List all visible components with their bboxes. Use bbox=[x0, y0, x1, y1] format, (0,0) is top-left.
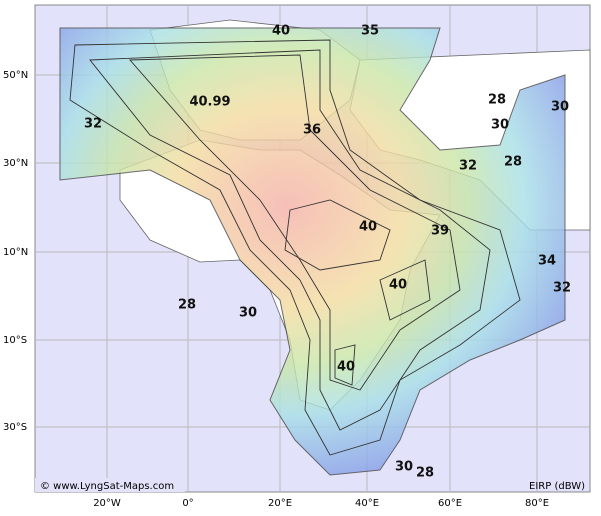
credit: © www.LyngSat-Maps.com bbox=[40, 481, 174, 492]
contour-label: 36 bbox=[303, 123, 321, 138]
credit-bg bbox=[35, 478, 185, 492]
contour-label: 28 bbox=[488, 93, 506, 108]
coverage-footprint bbox=[59, 27, 566, 476]
contour-label: 30 bbox=[491, 118, 509, 133]
lon-label: 20°W bbox=[93, 498, 121, 509]
contour-label: 39 bbox=[431, 224, 449, 239]
contour-label: 28 bbox=[416, 466, 434, 481]
legend: EIRP (dBW) bbox=[529, 481, 585, 492]
lat-label: 10°S bbox=[3, 335, 27, 346]
contour-label: 40.99 bbox=[189, 95, 230, 110]
lon-label: 60°E bbox=[438, 498, 462, 509]
lat-label: 50°N bbox=[3, 70, 28, 81]
lat-label: 30°N bbox=[3, 158, 28, 169]
contour-label: 30 bbox=[395, 460, 413, 475]
contour-label: 40 bbox=[359, 220, 377, 235]
contour-label: 40 bbox=[272, 24, 290, 39]
contour-label: 34 bbox=[538, 254, 556, 269]
contour-label: 30 bbox=[239, 306, 257, 321]
contour-label: 40 bbox=[337, 360, 355, 375]
contour-label: 30 bbox=[551, 100, 569, 115]
contours bbox=[69, 39, 521, 456]
contour-label: 32 bbox=[459, 159, 477, 174]
contour-label: 28 bbox=[178, 298, 196, 313]
lat-label: 30°S bbox=[3, 422, 27, 433]
lon-label: 80°E bbox=[525, 498, 549, 509]
contour-label: 40 bbox=[389, 278, 407, 293]
contour-label: 32 bbox=[84, 117, 102, 132]
contour-label: 35 bbox=[361, 24, 379, 39]
lon-label: 40°E bbox=[355, 498, 379, 509]
lon-label: 0° bbox=[182, 498, 193, 509]
contour-label: 32 bbox=[553, 281, 571, 296]
contour-label: 28 bbox=[504, 155, 522, 170]
lon-label: 20°E bbox=[268, 498, 292, 509]
lat-label: 10°N bbox=[3, 247, 28, 258]
